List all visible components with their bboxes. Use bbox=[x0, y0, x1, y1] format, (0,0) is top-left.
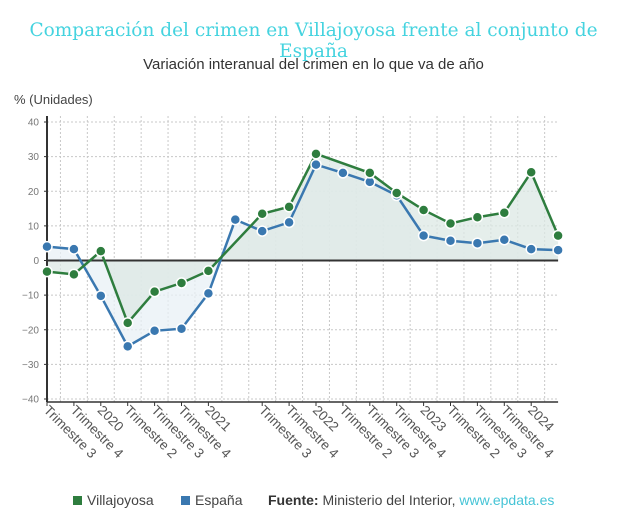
point-españa bbox=[525, 243, 537, 255]
point-españa bbox=[95, 290, 107, 302]
source-text: Ministerio del Interior, bbox=[322, 492, 456, 508]
source-credit: Fuente: Ministerio del Interior, www.epd… bbox=[268, 492, 554, 508]
point-españa bbox=[498, 233, 511, 246]
y-tick-label: 0 bbox=[33, 256, 39, 267]
point-villajoyosa bbox=[68, 268, 80, 281]
point-españa bbox=[41, 240, 53, 253]
legend-item-villajoyosa[interactable]: Villajoyosa bbox=[73, 492, 154, 508]
axes bbox=[44, 116, 559, 406]
point-españa bbox=[202, 287, 215, 300]
point-españa bbox=[148, 325, 161, 337]
chart-subtitle: Variación interanual del crimen en lo qu… bbox=[143, 56, 484, 73]
point-españa bbox=[337, 167, 349, 179]
area-villajoyosa bbox=[47, 153, 559, 323]
point-españa bbox=[121, 340, 134, 353]
legend-label: Villajoyosa bbox=[87, 492, 154, 508]
chart-title: Comparación del crimen en Villajoyosa fr… bbox=[29, 20, 598, 62]
point-villajoyosa bbox=[148, 285, 161, 298]
legend-swatch-espana bbox=[181, 495, 190, 505]
point-españa bbox=[552, 244, 564, 256]
y-tick-label: −40 bbox=[22, 395, 39, 406]
y-tick-labels: 40 30 20 10 0 −10 −20 −30 −40 bbox=[22, 118, 39, 406]
legend-label: España bbox=[195, 492, 243, 508]
point-villajoyosa bbox=[525, 166, 537, 178]
point-villajoyosa bbox=[41, 265, 53, 278]
y-tick-label: −10 bbox=[22, 291, 39, 302]
y-tick-label: −30 bbox=[22, 360, 39, 371]
point-españa bbox=[417, 229, 430, 242]
point-villajoyosa bbox=[202, 265, 215, 277]
point-villajoyosa bbox=[121, 317, 134, 329]
point-villajoyosa bbox=[390, 187, 403, 199]
point-españa bbox=[256, 225, 268, 237]
y-tick-label: 10 bbox=[28, 221, 40, 232]
point-españa bbox=[471, 237, 484, 249]
legend-swatch-villajoyosa bbox=[73, 495, 82, 505]
point-villajoyosa bbox=[417, 204, 430, 216]
point-villajoyosa bbox=[175, 277, 188, 289]
point-españa bbox=[229, 213, 242, 226]
point-villajoyosa bbox=[364, 167, 376, 179]
point-villajoyosa bbox=[95, 245, 107, 257]
series-points bbox=[41, 148, 564, 353]
y-tick-label: 20 bbox=[28, 187, 40, 198]
areas bbox=[47, 153, 559, 347]
y-tick-label: −20 bbox=[22, 325, 39, 336]
point-villajoyosa bbox=[310, 148, 322, 160]
source-link[interactable]: www.epdata.es bbox=[459, 492, 555, 508]
point-españa bbox=[310, 158, 322, 171]
point-villajoyosa bbox=[256, 208, 268, 220]
point-españa bbox=[444, 235, 457, 247]
point-villajoyosa bbox=[283, 201, 295, 213]
source-label: Fuente: bbox=[268, 492, 319, 508]
point-españa bbox=[175, 322, 188, 335]
point-villajoyosa bbox=[552, 229, 564, 242]
y-tick-label: 30 bbox=[28, 152, 40, 163]
point-villajoyosa bbox=[498, 206, 511, 219]
point-españa bbox=[283, 216, 295, 229]
point-villajoyosa bbox=[444, 217, 457, 230]
point-villajoyosa bbox=[471, 211, 484, 223]
y-axis-unit: % (Unidades) bbox=[14, 92, 93, 107]
point-españa bbox=[68, 243, 80, 255]
legend-item-espana[interactable]: España bbox=[181, 492, 242, 508]
y-tick-label: 40 bbox=[28, 118, 40, 129]
